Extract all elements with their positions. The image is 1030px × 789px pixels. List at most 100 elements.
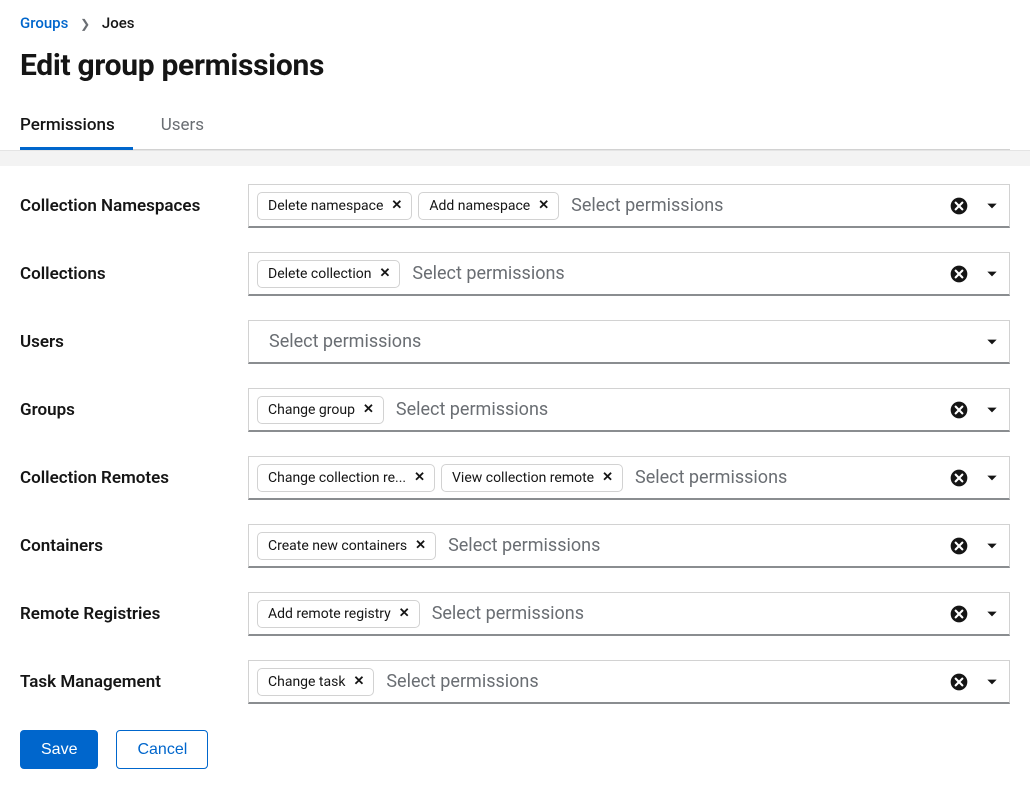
clear-all-icon[interactable] — [949, 400, 969, 420]
permission-row-users: UsersSelect permissions — [20, 308, 1010, 376]
select-controls — [949, 536, 999, 556]
select-placeholder: Select permissions — [444, 535, 941, 556]
caret-down-icon[interactable] — [985, 539, 999, 553]
caret-down-icon[interactable] — [985, 675, 999, 689]
clear-all-icon[interactable] — [949, 196, 969, 216]
permission-label: Remote Registries — [20, 604, 248, 624]
select-placeholder: Select permissions — [265, 331, 977, 352]
chip-group: Delete namespace✕ Add namespace ✕ — [257, 192, 559, 220]
permission-label: Task Management — [20, 672, 248, 692]
clear-all-icon[interactable] — [949, 604, 969, 624]
permission-select-task-management[interactable]: Change task ✕ Select permissions — [248, 660, 1010, 704]
chip-remove-icon[interactable]: ✕ — [602, 471, 613, 484]
chip-label: Change task — [268, 674, 345, 690]
permission-select-collection-remotes[interactable]: Change collection re...✕View collection … — [248, 456, 1010, 500]
chip-label: Create new containers — [268, 538, 407, 554]
breadcrumb-separator: ❯ — [80, 17, 90, 31]
permission-chip: Delete namespace✕ — [257, 192, 412, 220]
chip-group: Add remote registry ✕ — [257, 600, 420, 628]
select-placeholder: Select permissions — [382, 671, 941, 692]
clear-all-icon[interactable] — [949, 264, 969, 284]
permission-label: Containers — [20, 536, 248, 556]
chip-group: Create new containers ✕ — [257, 532, 436, 560]
caret-down-icon[interactable] — [985, 267, 999, 281]
select-controls — [949, 264, 999, 284]
permission-label: Groups — [20, 400, 248, 420]
form-actions: Save Cancel — [20, 730, 1010, 769]
cancel-button[interactable]: Cancel — [116, 730, 208, 769]
caret-down-icon[interactable] — [985, 199, 999, 213]
select-controls — [949, 672, 999, 692]
select-placeholder: Select permissions — [428, 603, 941, 624]
chip-remove-icon[interactable]: ✕ — [391, 199, 402, 212]
breadcrumb-current: Joes — [102, 14, 135, 32]
permission-chip: Create new containers ✕ — [257, 532, 436, 560]
select-placeholder: Select permissions — [631, 467, 941, 488]
permission-select-collection-namespaces[interactable]: Delete namespace✕ Add namespace ✕ Select pe… — [248, 184, 1010, 228]
caret-down-icon[interactable] — [985, 607, 999, 621]
permission-row-collections: Collections Delete collection ✕ Select perm… — [20, 240, 1010, 308]
chip-label: Change group — [268, 402, 355, 418]
select-controls — [949, 400, 999, 420]
chip-label: Add remote registry — [268, 606, 391, 622]
chip-group: Change group ✕ — [257, 396, 384, 424]
tabs: Permissions Users — [20, 105, 1010, 150]
page-title: Edit group permissions — [20, 48, 1010, 83]
select-controls — [949, 604, 999, 624]
save-button[interactable]: Save — [20, 730, 98, 769]
chip-remove-icon[interactable]: ✕ — [414, 471, 425, 484]
permission-row-containers: Containers Create new containers ✕ Select p… — [20, 512, 1010, 580]
permission-rows: Collection NamespacesDelete namespace✕Ad… — [20, 172, 1010, 716]
permission-chip: Change group ✕ — [257, 396, 384, 424]
permission-row-collection-remotes: Collection Remotes Change collection re..… — [20, 444, 1010, 512]
chip-label: Delete collection — [268, 266, 372, 282]
permission-chip: Add remote registry ✕ — [257, 600, 420, 628]
chip-label: Change collection re... — [268, 470, 406, 486]
select-placeholder: Select permissions — [408, 263, 941, 284]
chip-remove-icon[interactable]: ✕ — [353, 675, 364, 688]
clear-all-icon[interactable] — [949, 536, 969, 556]
clear-all-icon[interactable] — [949, 468, 969, 488]
chip-remove-icon[interactable]: ✕ — [415, 539, 426, 552]
permission-label: Collection Namespaces — [20, 196, 248, 216]
permission-row-remote-registries: Remote Registries Add remote registry ✕ Sel… — [20, 580, 1010, 648]
select-placeholder: Select permissions — [392, 399, 941, 420]
permission-select-users[interactable]: Select permissions — [248, 320, 1010, 364]
chip-remove-icon[interactable]: ✕ — [363, 403, 374, 416]
chip-remove-icon[interactable]: ✕ — [538, 199, 549, 212]
clear-all-icon[interactable] — [949, 672, 969, 692]
chip-remove-icon[interactable]: ✕ — [399, 607, 410, 620]
chip-remove-icon[interactable]: ✕ — [380, 267, 391, 280]
permission-chip: Delete collection ✕ — [257, 260, 400, 288]
permission-row-task-management: Task Management Change task ✕ Select permis… — [20, 648, 1010, 716]
permission-row-groups: Groups Change group ✕ Select permissions — [20, 376, 1010, 444]
select-placeholder: Select permissions — [567, 195, 941, 216]
chip-group: Change collection re...✕View collection … — [257, 464, 623, 492]
breadcrumb: Groups ❯ Joes — [20, 10, 1010, 46]
select-controls — [949, 196, 999, 216]
permission-chip: Change task ✕ — [257, 668, 374, 696]
permission-label: Collections — [20, 264, 248, 284]
section-divider — [0, 150, 1030, 166]
caret-down-icon[interactable] — [985, 471, 999, 485]
chip-group: Change task ✕ — [257, 668, 374, 696]
permission-select-groups[interactable]: Change group ✕ Select permissions — [248, 388, 1010, 432]
permission-chip: View collection remote ✕ — [441, 464, 623, 492]
permission-select-collections[interactable]: Delete collection ✕ Select permissions — [248, 252, 1010, 296]
permission-select-containers[interactable]: Create new containers ✕ Select permissions — [248, 524, 1010, 568]
caret-down-icon[interactable] — [985, 335, 999, 349]
tab-users[interactable]: Users — [161, 105, 222, 150]
permission-select-remote-registries[interactable]: Add remote registry ✕ Select permissions — [248, 592, 1010, 636]
chip-label: View collection remote — [452, 470, 594, 486]
caret-down-icon[interactable] — [985, 403, 999, 417]
chip-label: Add namespace — [429, 198, 530, 214]
permission-chip: Change collection re... ✕ — [257, 464, 435, 492]
select-controls — [949, 468, 999, 488]
breadcrumb-root-link[interactable]: Groups — [20, 14, 68, 32]
permission-row-collection-namespaces: Collection NamespacesDelete namespace✕Ad… — [20, 172, 1010, 240]
tab-permissions[interactable]: Permissions — [20, 105, 133, 150]
chip-group: Delete collection ✕ — [257, 260, 400, 288]
select-controls — [985, 335, 999, 349]
permission-chip: Add namespace ✕ — [418, 192, 559, 220]
permission-label: Collection Remotes — [20, 468, 248, 488]
